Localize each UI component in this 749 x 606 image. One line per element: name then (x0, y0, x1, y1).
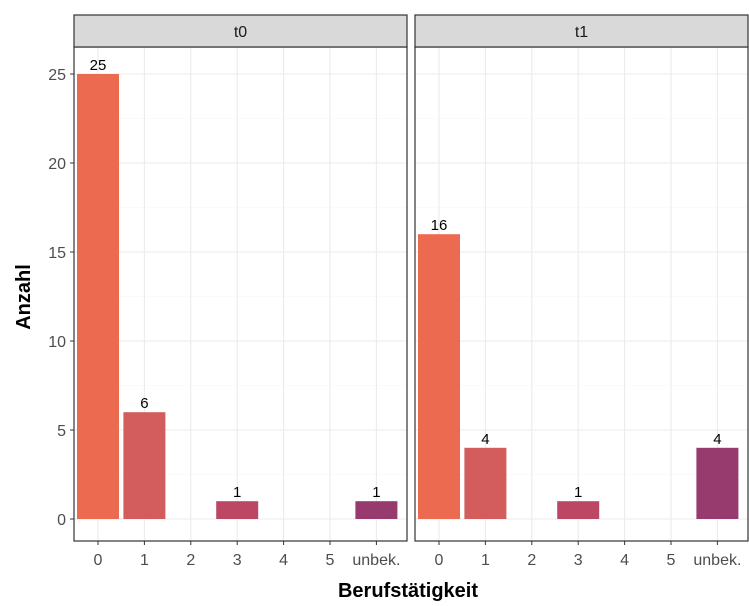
data-label: 6 (140, 395, 148, 412)
strip-header (73, 14, 408, 48)
y-tick-label: 15 (48, 245, 66, 262)
x-tick-label: 0 (435, 552, 444, 569)
x-tick-label: 5 (326, 552, 335, 569)
bar-t0-1 (123, 412, 166, 519)
y-axis: 0 5 10 15 20 25 (48, 67, 74, 529)
x-tick-label: 3 (574, 552, 583, 569)
x-tick-label: 3 (233, 552, 242, 569)
y-tick-label: 25 (48, 67, 66, 84)
strip-header (414, 14, 749, 48)
x-tick-label: 4 (620, 552, 629, 569)
bar-t1-0 (418, 234, 460, 519)
x-tick-label: unbek. (352, 552, 400, 569)
strip-label: t1 (575, 24, 588, 41)
y-tick-label: 20 (48, 156, 66, 173)
panel-t1: 16 4 1 4 t1 0 1 2 3 4 5 unbek. (414, 14, 749, 569)
data-label: 1 (233, 484, 241, 501)
data-label: 1 (574, 484, 582, 501)
bar-t0-unbek. (355, 501, 398, 519)
x-tick-label: 0 (94, 552, 103, 569)
bar-t1-1 (464, 447, 507, 519)
data-label: 4 (713, 431, 721, 448)
bar-t1-3 (557, 501, 600, 519)
x-tick-label: 4 (279, 552, 288, 569)
data-label: 1 (372, 484, 380, 501)
data-label: 25 (90, 57, 107, 74)
strip-label: t0 (234, 24, 247, 41)
x-tick-label: 1 (481, 552, 490, 569)
data-label: 16 (431, 217, 448, 234)
x-tick-label: 1 (140, 552, 149, 569)
y-tick-label: 10 (48, 334, 66, 351)
x-tick-label: 5 (667, 552, 676, 569)
x-tick-label: 2 (186, 552, 195, 569)
x-tick-label: unbek. (693, 552, 741, 569)
y-axis-title: Anzahl (13, 264, 35, 330)
bar-t1-unbek. (696, 447, 739, 519)
x-axis-title: Berufstätigkeit (338, 580, 478, 601)
panel-t0: 25 6 1 1 t0 0 1 2 3 4 5 unbek. (73, 14, 408, 569)
x-tick-label: 2 (527, 552, 536, 569)
bar-t0-0 (77, 74, 119, 519)
y-tick-label: 5 (57, 423, 66, 440)
data-label: 4 (481, 431, 489, 448)
y-tick-label: 0 (57, 512, 66, 529)
bar-t0-3 (216, 501, 259, 519)
